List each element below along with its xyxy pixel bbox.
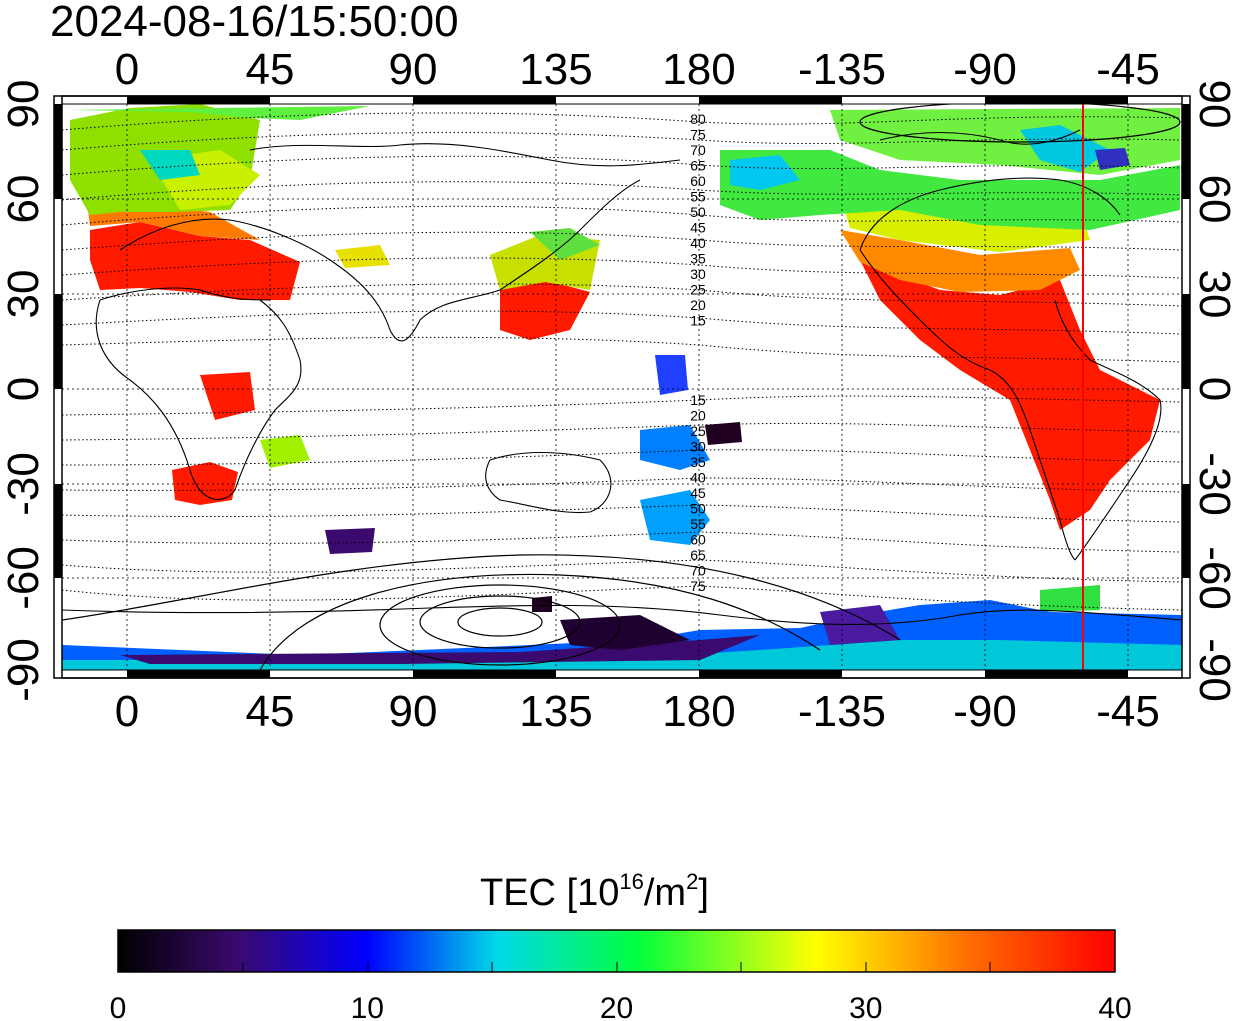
contour-label-south: 45 xyxy=(690,485,706,501)
coastlines xyxy=(62,129,1182,626)
x-tick-label-top: -135 xyxy=(798,45,886,94)
y-tick-label-left: -30 xyxy=(0,452,48,516)
x-tick-label-top: 0 xyxy=(115,45,139,94)
colorbar-tick-label: 10 xyxy=(351,992,384,1021)
map-plot: 8075706560555045403530252015152025303540… xyxy=(53,95,1191,679)
contour-label-south: 40 xyxy=(690,470,706,486)
tec-east-asia xyxy=(500,280,590,340)
contour-label-south: 20 xyxy=(690,408,706,424)
x-tick-label-top: 180 xyxy=(662,45,735,94)
contour-label-north: 55 xyxy=(690,189,706,205)
contour-label-north: 75 xyxy=(690,127,706,143)
colorbar-tick-label: 30 xyxy=(849,992,882,1021)
magnetic-contours xyxy=(62,112,1182,611)
contour-label-south: 25 xyxy=(690,423,706,439)
y-axis-left-labels: 90 60 30 0 -30 -60 -90 xyxy=(0,80,48,702)
y-tick-label-right: 60 xyxy=(1190,175,1235,224)
x-tick-label-bottom: -45 xyxy=(1096,687,1160,736)
y-tick-label-right: 30 xyxy=(1190,270,1235,319)
contour-label-south: 35 xyxy=(690,454,706,470)
contour-label-north: 15 xyxy=(690,313,706,329)
y-tick-label-right: 0 xyxy=(1190,377,1235,401)
x-tick-label-bottom: 135 xyxy=(519,687,592,736)
contour-label-north: 65 xyxy=(690,158,706,174)
x-tick-label-bottom: 90 xyxy=(389,687,438,736)
contour-label-north: 70 xyxy=(690,142,706,158)
y-tick-label-right: -30 xyxy=(1190,452,1235,516)
y-tick-label-right: -90 xyxy=(1190,638,1235,702)
y-tick-label-left: 60 xyxy=(0,175,48,224)
x-axis-bottom-labels: 0 45 90 135 180 -135 -90 -45 xyxy=(115,687,1160,736)
contour-label-north: 45 xyxy=(690,220,706,236)
timestamp-title: 2024-08-16/15:50:00 xyxy=(50,0,459,46)
colorbar-tick-label: 40 xyxy=(1098,992,1131,1021)
contour-label-north: 25 xyxy=(690,282,706,298)
contour-label-north: 40 xyxy=(690,235,706,251)
x-tick-label-top: 135 xyxy=(519,45,592,94)
graticule xyxy=(62,104,1182,670)
tec-europe xyxy=(90,222,300,300)
tec-data-layer xyxy=(62,104,1182,670)
contour-label-north: 80 xyxy=(690,111,706,127)
colorbar: TEC [1016/m2] 0 10 20 30 40 xyxy=(110,869,1132,1021)
x-tick-label-top: 45 xyxy=(246,45,295,94)
colorbar-title: TEC [1016/m2] xyxy=(480,869,709,914)
y-tick-label-left: 90 xyxy=(0,80,48,129)
y-tick-label-right: 90 xyxy=(1190,80,1235,129)
colorbar-tick-label: 0 xyxy=(110,992,127,1021)
y-tick-label-left: -60 xyxy=(0,546,48,610)
contour-label-south: 65 xyxy=(690,547,706,563)
contour-label-north: 50 xyxy=(690,204,706,220)
x-axis-top-labels: 0 45 90 135 180 -135 -90 -45 xyxy=(115,45,1160,94)
contour-labels: 8075706560555045403530252015152025303540… xyxy=(690,111,706,594)
x-tick-label-top: -90 xyxy=(953,45,1017,94)
tec-americas xyxy=(860,260,1160,530)
contour-label-north: 60 xyxy=(690,173,706,189)
colorbar-tick-labels: 0 10 20 30 40 xyxy=(110,992,1132,1021)
y-axis-right-labels: 90 60 30 0 -30 -60 -90 xyxy=(1190,80,1235,702)
contour-label-south: 55 xyxy=(690,516,706,532)
x-tick-label-bottom: 45 xyxy=(246,687,295,736)
contour-label-south: 60 xyxy=(690,532,706,548)
x-tick-label-bottom: -135 xyxy=(798,687,886,736)
contour-label-south: 70 xyxy=(690,563,706,579)
contour-label-north: 30 xyxy=(690,266,706,282)
contour-label-south: 15 xyxy=(690,392,706,408)
contour-label-south: 50 xyxy=(690,501,706,517)
x-tick-label-top: 90 xyxy=(389,45,438,94)
y-tick-label-left: 0 xyxy=(0,377,48,401)
contour-label-north: 20 xyxy=(690,297,706,313)
x-tick-label-bottom: 0 xyxy=(115,687,139,736)
contour-label-south: 75 xyxy=(690,578,706,594)
y-tick-label-right: -60 xyxy=(1190,546,1235,610)
x-tick-label-bottom: 180 xyxy=(662,687,735,736)
frame-bands xyxy=(54,96,1190,678)
polar-contours xyxy=(62,104,1181,670)
y-tick-label-left: 30 xyxy=(0,270,48,319)
x-tick-label-top: -45 xyxy=(1096,45,1160,94)
colorbar-tick-label: 20 xyxy=(600,992,633,1021)
tec-south-africa xyxy=(172,462,238,505)
contour-label-south: 30 xyxy=(690,439,706,455)
x-tick-label-bottom: -90 xyxy=(953,687,1017,736)
contour-label-north: 35 xyxy=(690,251,706,267)
y-tick-label-left: -90 xyxy=(0,638,48,702)
